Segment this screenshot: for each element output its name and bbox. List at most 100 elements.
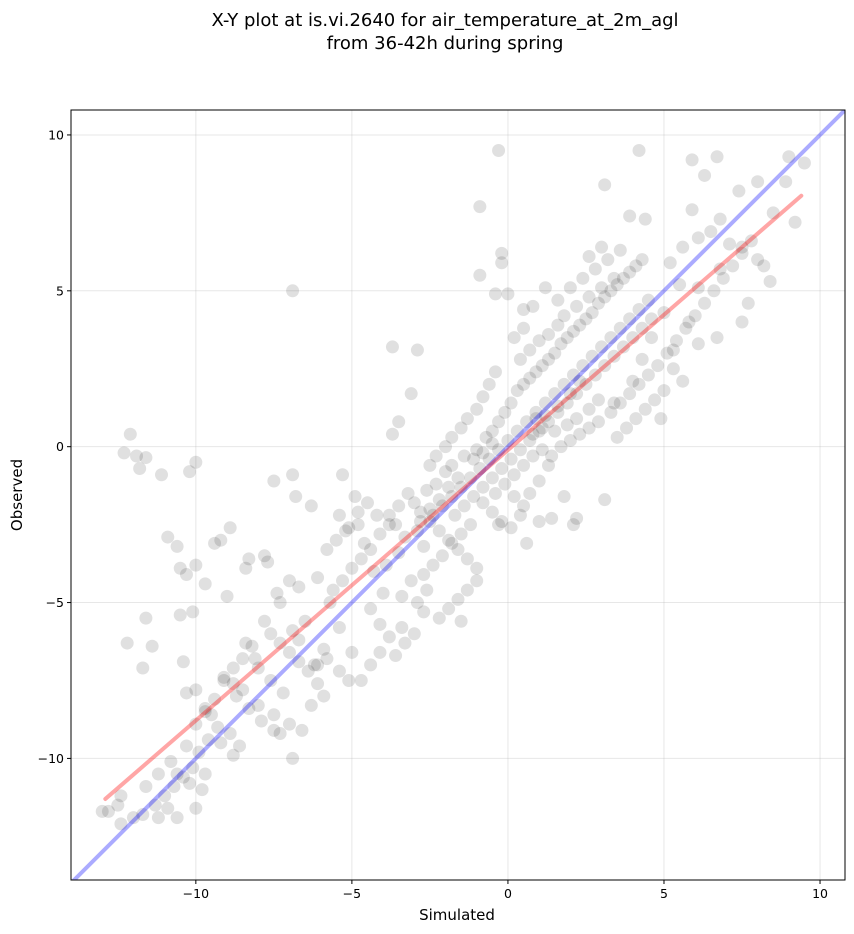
data-point (423, 514, 437, 528)
data-point (623, 209, 637, 223)
data-point (307, 658, 321, 672)
data-point (304, 499, 318, 513)
data-point (457, 499, 471, 513)
data-point (501, 287, 515, 301)
data-point (267, 474, 281, 488)
data-point (170, 811, 184, 825)
identity-line (71, 110, 845, 880)
data-point (726, 259, 740, 273)
grid (71, 110, 845, 880)
data-point (389, 649, 403, 663)
data-point (139, 611, 153, 625)
data-point (248, 652, 262, 666)
data-point (195, 783, 209, 797)
data-point (585, 306, 599, 320)
data-point (476, 446, 490, 460)
data-point (311, 571, 325, 585)
data-point (395, 620, 409, 634)
data-point (426, 508, 440, 522)
data-point (632, 303, 646, 317)
data-point (495, 462, 509, 476)
data-point (570, 299, 584, 313)
data-point (442, 602, 456, 616)
y-tick-label: −10 (38, 751, 64, 766)
data-point (133, 462, 147, 476)
data-point (507, 490, 521, 504)
x-tick-label: −5 (343, 886, 361, 901)
data-point (417, 605, 431, 619)
data-point (629, 259, 643, 273)
data-point (598, 290, 612, 304)
data-point (588, 368, 602, 382)
data-point (286, 468, 300, 482)
data-point (414, 505, 428, 519)
data-point (507, 468, 521, 482)
data-point (261, 555, 275, 569)
data-point (463, 518, 477, 532)
data-point (179, 686, 193, 700)
data-point (420, 583, 434, 597)
y-tick-label: 0 (56, 439, 64, 454)
data-point (566, 324, 580, 338)
data-point (588, 262, 602, 276)
data-point (476, 496, 490, 510)
data-point (663, 256, 677, 270)
data-point (414, 514, 428, 528)
data-point (570, 387, 584, 401)
data-point (598, 493, 612, 507)
data-point (632, 377, 646, 391)
data-point (364, 543, 378, 557)
data-point (473, 200, 487, 214)
data-point (183, 776, 197, 790)
data-point (282, 645, 296, 659)
data-point (651, 359, 665, 373)
reference-lines (71, 110, 845, 880)
data-point (332, 620, 346, 634)
data-point (513, 443, 527, 457)
data-point (616, 271, 630, 285)
data-point (329, 533, 343, 547)
x-axis-label: Simulated (419, 906, 495, 924)
data-point (426, 558, 440, 572)
data-point (211, 720, 225, 734)
data-point (517, 458, 531, 472)
data-point (360, 496, 374, 510)
data-point (710, 331, 724, 345)
data-point (451, 592, 465, 606)
data-point (451, 543, 465, 557)
data-point (251, 661, 265, 675)
data-point (173, 561, 187, 575)
data-point (607, 349, 621, 363)
data-point (751, 175, 765, 189)
data-point (563, 433, 577, 447)
data-point (513, 352, 527, 366)
data-point (757, 259, 771, 273)
data-point (613, 396, 627, 410)
data-point (317, 642, 331, 656)
data-point (286, 284, 300, 298)
data-point (179, 739, 193, 753)
data-point (613, 243, 627, 257)
data-point (560, 331, 574, 345)
data-point (336, 468, 350, 482)
data-point (258, 614, 271, 628)
data-point (657, 306, 671, 320)
data-point (470, 574, 484, 588)
data-point (563, 387, 577, 401)
data-point (557, 490, 571, 504)
data-point (164, 755, 178, 769)
data-point (311, 677, 325, 691)
data-point (448, 508, 462, 522)
data-point (442, 533, 456, 547)
data-point (189, 801, 203, 815)
data-point (735, 246, 749, 260)
data-point (454, 480, 468, 494)
data-point (286, 624, 300, 638)
data-point (473, 462, 487, 476)
data-point (189, 717, 203, 731)
data-point (513, 508, 527, 522)
data-point (223, 726, 237, 740)
data-point (557, 309, 571, 323)
data-point (682, 315, 696, 329)
